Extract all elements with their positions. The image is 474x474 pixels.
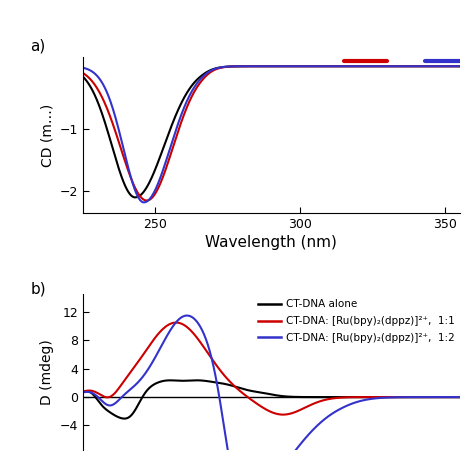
Y-axis label: D (mdeg): D (mdeg) [40,339,54,405]
X-axis label: Wavelength (nm): Wavelength (nm) [205,235,337,250]
Text: b): b) [30,282,46,297]
Legend: CT-DNA alone, CT-DNA: [Ru(bpy)₂(dppz)]²⁺,  1:1, CT-DNA: [Ru(bpy)₂(dppz)]²⁺,  1:2: CT-DNA alone, CT-DNA: [Ru(bpy)₂(dppz)]²⁺… [258,300,455,343]
Text: a): a) [30,38,46,53]
Y-axis label: CD (m…): CD (m…) [40,103,54,166]
